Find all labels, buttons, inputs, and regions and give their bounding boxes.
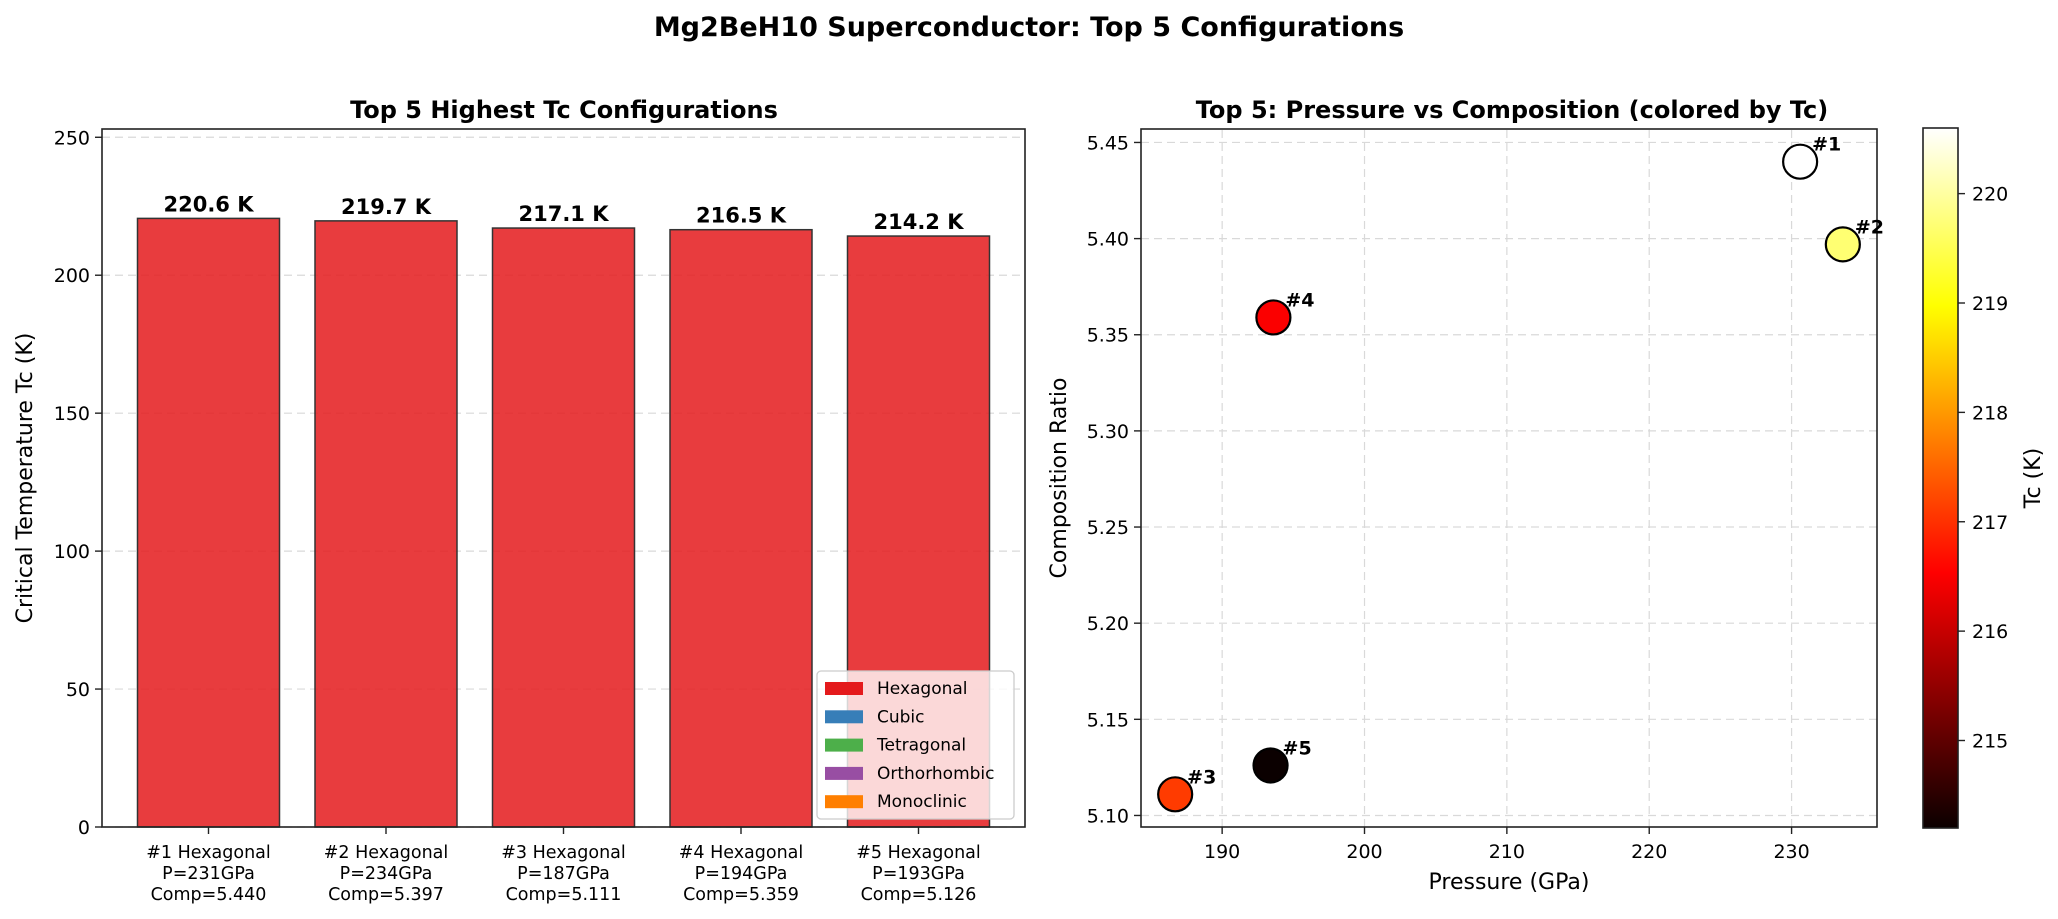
scatter-x-tick-label: 220 [1631, 841, 1667, 863]
scatter-point [1824, 226, 1861, 263]
scatter-x-tick-label: 200 [1346, 841, 1382, 863]
figure-title: Mg2BeH10 Superconductor: Top 5 Configura… [654, 12, 1404, 43]
scatter-gridlines [1141, 129, 1877, 827]
scatter-point-label: #1 [1812, 134, 1841, 156]
scatter-x-axis-ticks: 190 200 210 220 230 [1204, 827, 1810, 863]
scatter-points: #1 #2 #3 #4 #5 [1157, 134, 1884, 813]
bar-x-tick-label: P=187GPa [517, 864, 610, 884]
legend-swatch [825, 682, 863, 695]
colorbar-tick-label: 216 [1972, 621, 2008, 643]
bar [491, 227, 636, 828]
colorbar-gradient [1922, 127, 1959, 829]
legend-swatch [825, 766, 863, 780]
colorbar-tick-label: 217 [1972, 512, 2008, 534]
bar-chart-title: Top 5 Highest Tc Configurations [350, 96, 778, 124]
colorbar-ticks: 215 216 217 218 219 220 [1958, 184, 2008, 753]
bar-y-tick-label: 200 [54, 265, 90, 287]
scatter-chart-title: Top 5: Pressure vs Composition (colored … [1196, 96, 1829, 124]
bar-x-tick-label: Comp=5.111 [506, 885, 622, 905]
scatter-y-tick-label: 5.40 [1087, 229, 1129, 251]
bar-x-tick-label: #1 Hexagonal [146, 843, 271, 863]
scatter-x-tick-label: 210 [1489, 841, 1525, 863]
bar-x-tick-label: P=231GPa [162, 864, 255, 884]
scatter-y-tick-label: 5.35 [1087, 325, 1129, 347]
scatter-y-tick-label: 5.30 [1087, 421, 1129, 443]
bar-legend: Hexagonal Cubic Tetragonal Orthorhombic Mono… [816, 670, 1015, 820]
scatter-y-tick-label: 5.10 [1087, 805, 1129, 827]
bar-x-tick-label: Comp=5.397 [328, 885, 444, 905]
scatter-y-tick-label: 5.15 [1087, 709, 1129, 731]
legend-label: Hexagonal [877, 679, 968, 699]
colorbar-tick-label: 215 [1972, 731, 2008, 753]
bar-x-tick-label: Comp=5.359 [683, 885, 799, 905]
colorbar-tick-label: 218 [1972, 402, 2008, 424]
scatter-x-axis-label: Pressure (GPa) [1429, 870, 1590, 895]
legend-label: Orthorhombic [877, 764, 995, 784]
bar-x-tick-label: P=193GPa [872, 864, 965, 884]
bar-value-label: 217.1 K [518, 202, 609, 226]
bar-x-tick-label: #4 Hexagonal [679, 843, 804, 863]
scatter-y-tick-label: 5.20 [1087, 613, 1129, 635]
bar-x-tick-label: Comp=5.126 [861, 885, 977, 905]
scatter-point [1157, 776, 1194, 813]
legend-swatch [825, 710, 863, 724]
bar-value-label: 216.5 K [696, 204, 787, 228]
bar-x-tick-label: #2 Hexagonal [324, 843, 449, 863]
scatter-x-tick-label: 190 [1204, 841, 1240, 863]
bar-y-tick-label: 150 [54, 403, 90, 425]
bar-y-axis-label: Critical Temperature Tc (K) [13, 333, 38, 624]
scatter-y-tick-label: 5.45 [1087, 132, 1129, 154]
scatter-point-label: #5 [1283, 737, 1312, 759]
bar [136, 217, 281, 828]
bar-x-tick-label: #3 Hexagonal [501, 843, 626, 863]
colorbar-tick-label: 220 [1972, 184, 2008, 206]
scatter-y-axis-ticks: 5.10 5.15 5.20 5.25 5.30 5.35 5.40 5.45 [1087, 132, 1141, 827]
scatter-chart: Top 5: Pressure vs Composition (colored … [1047, 96, 1884, 895]
scatter-point-label: #2 [1855, 216, 1884, 238]
legend-swatch [825, 738, 863, 752]
scatter-point [1782, 143, 1819, 180]
bar [669, 228, 813, 828]
scatter-point-label: #3 [1187, 766, 1216, 788]
bar-y-tick-label: 100 [54, 541, 90, 563]
scatter-y-axis-label: Composition Ratio [1047, 378, 1072, 579]
scatter-point [1255, 299, 1292, 336]
bar-y-tick-label: 50 [66, 679, 90, 701]
legend-label: Tetragonal [876, 736, 966, 756]
scatter-x-tick-label: 230 [1773, 841, 1809, 863]
bar-chart: Top 5 Highest Tc Configurations 220.6 K 2… [13, 96, 1026, 905]
bar-y-tick-label: 0 [78, 817, 90, 839]
scatter-point-label: #4 [1285, 289, 1314, 311]
bar-x-tick-label: P=234GPa [340, 864, 433, 884]
bar-value-label: 214.2 K [873, 210, 964, 234]
colorbar-label: Tc (K) [2021, 448, 2046, 509]
legend-label: Cubic [877, 707, 925, 727]
bar-y-tick-label: 250 [54, 127, 90, 149]
colorbar: 215 216 217 218 219 220 Tc (K) [1922, 127, 2046, 829]
legend-label: Monoclinic [877, 792, 967, 812]
bar-x-tick-label: #5 Hexagonal [856, 843, 981, 863]
bar-plot-frame [101, 128, 1026, 828]
colorbar-tick-label: 219 [1972, 293, 2008, 315]
legend-swatch [825, 795, 863, 809]
bar-x-tick-label: P=194GPa [695, 864, 788, 884]
bar [314, 220, 458, 828]
bar-x-tick-label: Comp=5.440 [151, 885, 267, 905]
legend-box [816, 670, 1015, 820]
scatter-plot-frame [1140, 128, 1878, 828]
bar-value-label: 219.7 K [341, 195, 432, 219]
scatter-point [1252, 747, 1289, 784]
bar-y-axis-ticks: 0 50 100 150 200 250 [54, 127, 102, 839]
scatter-y-tick-label: 5.25 [1087, 517, 1129, 539]
bar-value-label: 220.6 K [163, 192, 254, 216]
